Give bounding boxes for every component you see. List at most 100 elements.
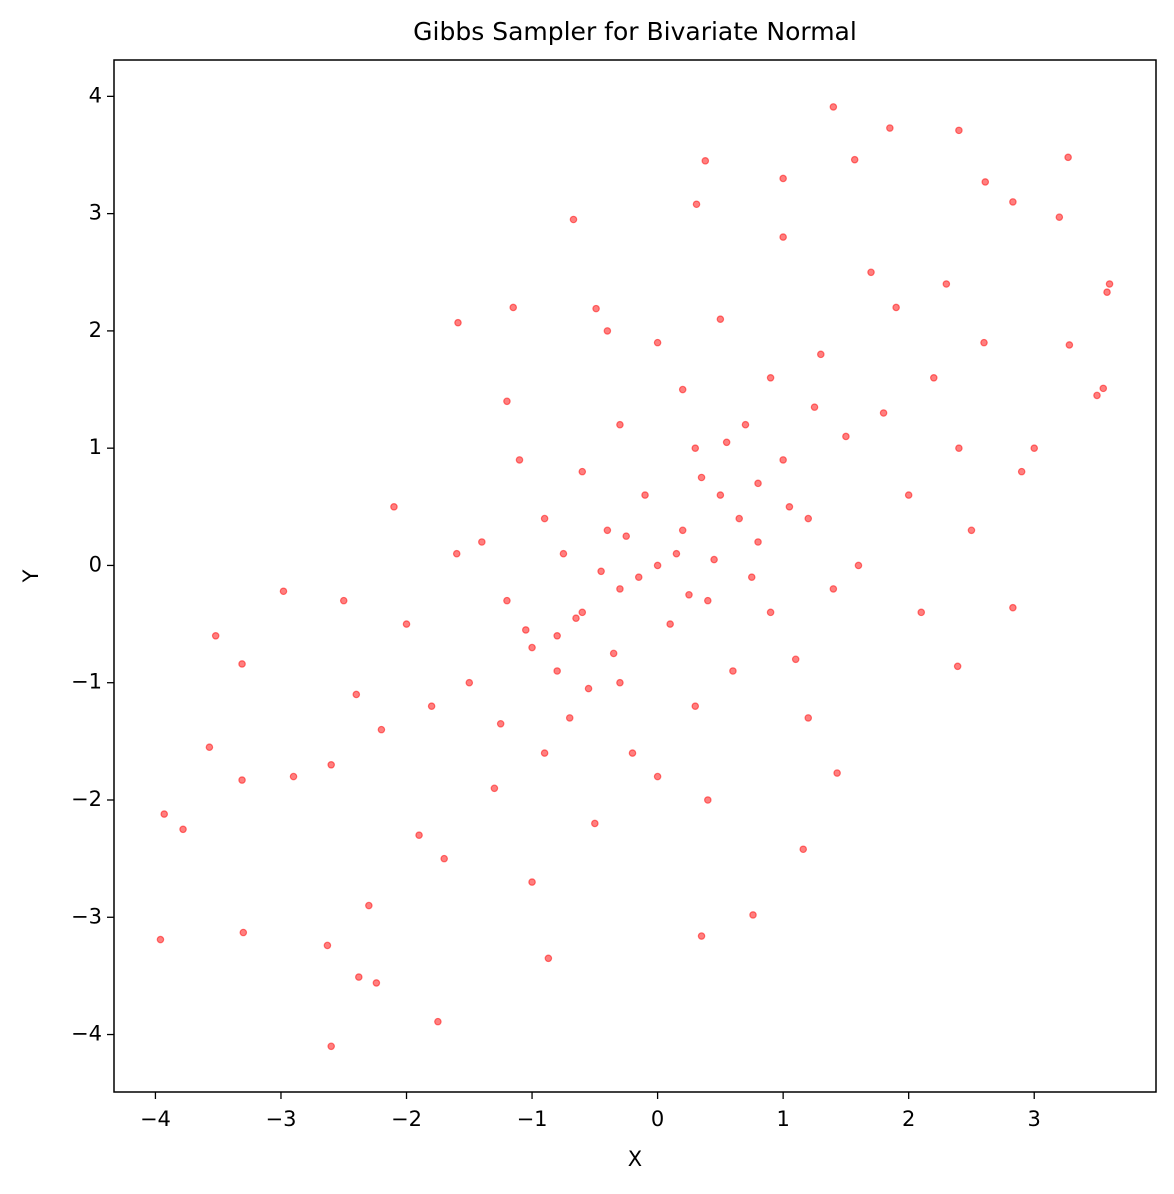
point [578,608,587,617]
y-tick-label: 3 [89,201,102,225]
point [578,467,587,476]
point [569,215,578,224]
point [917,608,926,617]
point [691,444,700,452]
point [377,725,386,734]
y-tick-label: 4 [89,83,102,107]
point [478,538,486,546]
y-axis-label: Y [19,569,43,583]
point [490,784,499,793]
point [402,620,411,628]
chart-title: Gibbs Sampler for Bivariate Normal [413,17,857,46]
point [572,614,580,623]
point [515,456,524,464]
point [754,479,762,488]
point [323,941,332,950]
point [749,911,757,919]
point [653,561,662,570]
point [791,655,800,664]
point [327,1042,335,1051]
point [540,514,549,523]
x-tick-label: 1 [776,1107,789,1131]
point [352,690,361,699]
point [553,667,561,675]
point [616,585,624,593]
point [955,126,963,135]
point [850,155,859,164]
point [390,503,398,511]
point [697,473,706,482]
x-tick-label: −2 [391,1107,422,1131]
point [980,338,988,347]
point [427,702,436,710]
point [603,327,612,335]
point [1009,198,1017,206]
point [1103,288,1111,297]
point [603,526,612,535]
point [653,338,662,347]
point [641,491,649,499]
x-axis-label: X [628,1147,642,1171]
point [967,526,976,535]
point [622,532,631,540]
point [672,549,681,558]
point [1030,444,1039,452]
point [553,632,561,640]
point [678,526,687,535]
point [156,935,165,944]
point [735,514,744,523]
point [704,796,712,804]
x-tick-label: −3 [265,1107,296,1131]
x-tick-label: −4 [140,1107,171,1131]
point [440,854,448,863]
point [239,928,248,937]
point [496,719,505,728]
point [653,772,662,781]
point [503,397,511,406]
point [722,438,731,447]
point [509,303,518,312]
point [817,350,825,359]
x-tick-label: −1 [517,1107,548,1131]
y-tick-label: −4 [71,1022,102,1046]
point [365,901,373,910]
point [1017,467,1026,476]
point [842,432,850,441]
point [528,643,536,652]
point [804,514,813,523]
point [559,549,568,558]
point [810,403,819,411]
point [584,684,593,693]
point [544,954,553,963]
y-tick-label: −3 [71,904,102,928]
point [716,491,725,499]
point [829,103,838,111]
point [465,678,474,687]
point [1105,280,1114,288]
point [1055,213,1064,221]
point [867,268,875,277]
point [434,1017,442,1026]
point [704,596,712,605]
point [829,585,838,593]
point [879,409,888,417]
point [779,174,787,183]
point [1064,153,1072,162]
point [540,749,549,757]
point [1009,603,1017,612]
point [754,538,762,546]
point [955,444,963,452]
point [678,385,687,394]
point [238,776,246,784]
point [747,573,756,581]
point [710,555,718,564]
point [1065,341,1074,349]
point [327,761,335,769]
point [355,973,363,981]
point [691,702,700,710]
point [211,632,220,640]
point [528,878,536,886]
point [609,649,618,658]
point [697,932,706,940]
point [779,456,787,464]
